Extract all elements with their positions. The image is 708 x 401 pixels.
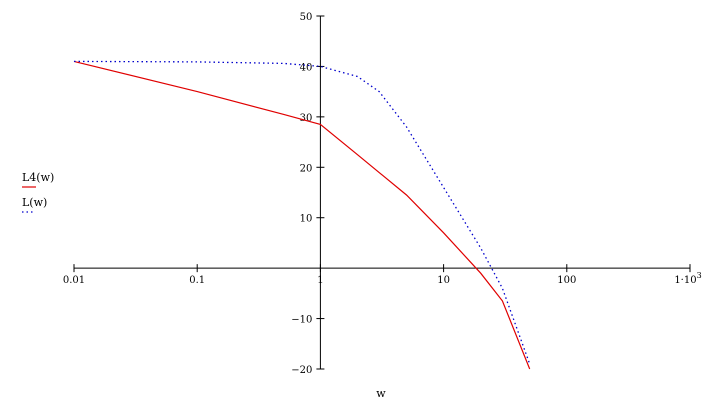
- y-tick-label: 40: [300, 62, 313, 73]
- x-tick-label: 100: [557, 275, 576, 286]
- series-line-1: [73, 60, 531, 365]
- legend-label: L4(w): [22, 171, 54, 184]
- y-tick-label: 10: [300, 214, 313, 225]
- x-axis-title: w: [376, 387, 386, 400]
- series-layer: [73, 60, 531, 370]
- x-tick-label: 0.01: [63, 275, 85, 286]
- y-tick-label: 20: [300, 163, 313, 174]
- y-tick-label: 50: [300, 12, 313, 23]
- legend-label: L(w): [22, 196, 47, 209]
- series-line-0: [73, 60, 531, 370]
- x-tick-label: 1·103: [674, 271, 701, 286]
- x-tick-label: 10: [437, 275, 450, 286]
- y-tick-label: 30: [300, 113, 313, 124]
- axes: 0.01 0.1 1 10 100 1·103 50 40 30 20 10 −10 −20: [63, 12, 702, 376]
- x-tick-label: 0.1: [189, 275, 205, 286]
- legend: L4(w) L(w): [22, 171, 54, 213]
- x-tick-label-exponent: 3: [697, 271, 702, 280]
- y-tick-label: −20: [291, 365, 312, 376]
- x-tick-label: 1: [317, 275, 323, 286]
- y-tick-label: −10: [291, 315, 312, 326]
